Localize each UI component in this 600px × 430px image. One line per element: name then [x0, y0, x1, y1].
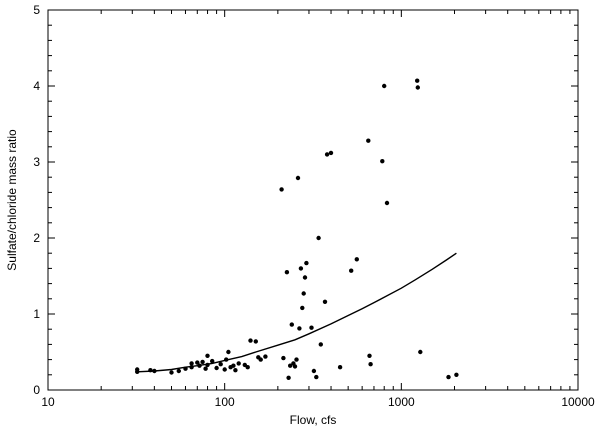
plot-frame: [47, 9, 579, 391]
data-point: [384, 200, 390, 206]
plot-area: [47, 9, 579, 391]
data-point: [314, 374, 319, 380]
data-point: [233, 368, 238, 373]
data-point: [309, 325, 314, 330]
data-point: [245, 365, 250, 370]
data-point: [214, 365, 219, 371]
data-point: [205, 362, 210, 368]
data-point: [295, 175, 301, 181]
y-axis-title: Sulfate/chloride mass ratio: [5, 129, 19, 271]
data-point: [236, 361, 241, 366]
x-tick-label: 1000: [388, 395, 415, 409]
data-point: [294, 357, 299, 362]
data-point: [135, 369, 140, 374]
data-point: [316, 235, 321, 241]
data-point: [328, 150, 334, 156]
data-point: [253, 339, 258, 344]
data-point: [218, 362, 223, 367]
data-point: [301, 291, 306, 296]
data-point: [176, 368, 181, 374]
data-point: [189, 365, 194, 370]
data-point: [148, 368, 153, 373]
data-points: [135, 78, 459, 380]
x-tick-label: 100: [215, 395, 235, 409]
data-point: [288, 363, 293, 368]
data-point: [231, 363, 236, 368]
data-point: [415, 85, 420, 90]
data-point: [263, 354, 268, 359]
data-point: [302, 275, 308, 280]
data-point: [226, 349, 231, 355]
data-point: [318, 342, 323, 347]
data-point: [354, 257, 359, 262]
axis-tick-labels: 10 100 1000 10000 0 1 2 3 4 5: [33, 3, 595, 409]
data-point: [324, 152, 330, 157]
data-point: [289, 322, 294, 327]
fitted-curve: [137, 252, 457, 373]
data-point: [337, 365, 343, 370]
data-point: [152, 368, 157, 374]
x-tick-label: 10: [41, 395, 55, 409]
y-tick-label: 0: [33, 383, 40, 397]
data-point: [366, 138, 371, 143]
data-point: [380, 159, 385, 164]
data-point: [454, 372, 459, 377]
data-point: [415, 78, 420, 83]
data-point: [197, 363, 202, 368]
data-point: [304, 260, 309, 266]
data-point: [248, 338, 253, 343]
y-tick-label: 2: [33, 231, 40, 245]
data-point: [286, 375, 291, 380]
data-point: [224, 357, 229, 362]
data-point: [298, 266, 304, 271]
data-point: [200, 359, 205, 365]
y-tick-label: 3: [33, 155, 40, 169]
data-point: [418, 349, 423, 355]
x-tick-label: 10000: [561, 395, 595, 409]
y-tick-label: 5: [33, 3, 40, 17]
y-tick-label: 1: [33, 307, 40, 321]
data-point: [195, 360, 200, 365]
data-point: [203, 366, 208, 371]
data-point: [349, 268, 354, 273]
data-point: [205, 353, 210, 358]
data-point: [183, 366, 188, 371]
data-point: [292, 364, 298, 369]
data-point: [279, 187, 284, 192]
fitted-curve-line: [137, 252, 457, 373]
data-point: [367, 353, 372, 358]
data-point: [382, 83, 387, 89]
data-point: [169, 370, 174, 375]
data-point: [368, 362, 373, 367]
data-point: [322, 299, 328, 304]
data-point: [300, 305, 305, 311]
data-point: [311, 368, 317, 374]
data-point: [210, 358, 215, 364]
data-point: [222, 367, 227, 372]
y-tick-label: 4: [33, 79, 40, 93]
data-point: [281, 355, 286, 361]
data-point: [258, 357, 263, 362]
data-point: [446, 374, 451, 380]
data-point: [297, 326, 302, 331]
x-axis-title: Flow, cfs: [290, 413, 337, 427]
data-point: [189, 361, 194, 366]
data-point: [284, 270, 290, 275]
axis-ticks: [47, 9, 578, 391]
